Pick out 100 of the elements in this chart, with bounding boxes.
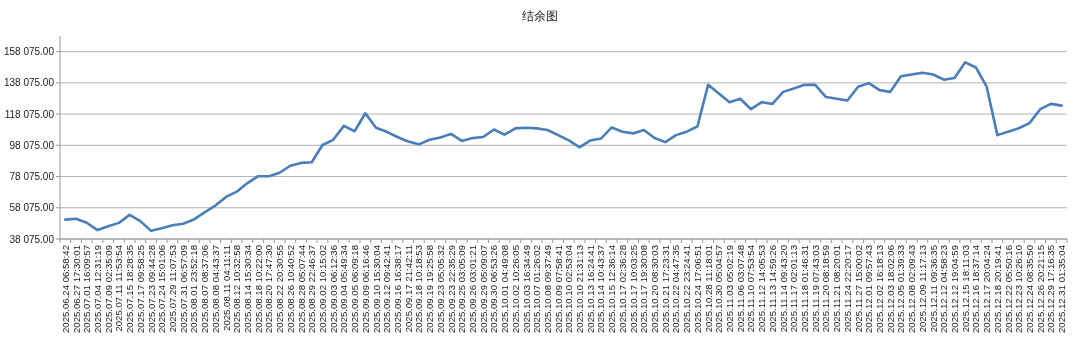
x-tick-label: 2025.08.22 20:30:55 bbox=[274, 245, 286, 334]
x-tick-label: 2025.09.17 21:42:11 bbox=[402, 245, 414, 333]
x-tick-label: 2025.09.30 06:53:26 bbox=[488, 245, 500, 334]
y-tick-label: 98 075.00 bbox=[9, 139, 55, 151]
x-tick-label: 2025.10.15 12:36:14 bbox=[606, 244, 618, 334]
x-tick-label: 2025.12.08 02:09:43 bbox=[906, 245, 918, 334]
x-tick-label: 2025.09.09 06:16:46 bbox=[359, 245, 371, 334]
x-tick-label: 2025.12.18 20:19:41 bbox=[991, 245, 1003, 334]
x-tick-label: 2025.11.06 03:07:48 bbox=[734, 245, 746, 333]
y-tick-label: 118 075.00 bbox=[4, 108, 55, 120]
x-tick-label: 2025.07.29 11:07:53 bbox=[166, 245, 178, 333]
x-tick-label: 2025.11.10 07:53:54 bbox=[745, 244, 757, 333]
x-tick-label: 2025.09.23 05:05:32 bbox=[434, 245, 446, 334]
x-tick-label: 2025.12.24 08:35:50 bbox=[1024, 245, 1036, 334]
x-tick-label: 2025.07.31 06:57:09 bbox=[177, 245, 189, 334]
x-tick-label: 2025.10.22 23:24:41 bbox=[681, 245, 693, 334]
x-tick-label: 2025.10.09 07:58:41 bbox=[552, 245, 564, 334]
x-tick-label: 2025.11.24 22:20:17 bbox=[841, 245, 853, 333]
x-tick-label: 2025.12.12 04:58:23 bbox=[938, 245, 950, 334]
x-tick-label: 2025.12.31 01:35:04 bbox=[1056, 244, 1068, 334]
x-tick-label: 2025.11.12 14:05:53 bbox=[756, 245, 768, 333]
x-tick-label: 2025.12.12 19:04:59 bbox=[949, 245, 961, 334]
x-tick-label: 2025.11.18 01:46:31 bbox=[799, 245, 811, 333]
x-tick-label: 2025.08.28 05:07:44 bbox=[295, 244, 307, 334]
x-tick-label: 2025.12.02 16:18:13 bbox=[874, 245, 886, 334]
x-tick-label: 2025.10.10 02:53:04 bbox=[563, 244, 575, 334]
x-tick-label: 2025.10.02 10:26:05 bbox=[509, 245, 521, 334]
x-tick-label: 2025.12.15 18:11:03 bbox=[959, 245, 971, 333]
x-tick-label: 2025.08.11 04:11:11 bbox=[220, 245, 232, 331]
x-tick-label: 2025.09.26 03:01:21 bbox=[466, 245, 478, 334]
x-tick-label: 2025.10.17 19:30:08 bbox=[638, 245, 650, 334]
x-tick-label: 2025.08.29 22:46:37 bbox=[306, 245, 318, 334]
x-tick-label: 2025.10.01 04:49:08 bbox=[499, 245, 511, 334]
x-tick-label: 2025.10.03 16:34:49 bbox=[520, 245, 532, 334]
x-tick-label: 2025.07.11 11:53:54 bbox=[113, 244, 125, 332]
x-tick-label: 2025.10.13 16:24:41 bbox=[584, 245, 596, 334]
y-tick-label: 38 075.00 bbox=[9, 233, 55, 245]
x-tick-label: 2025.10.17 02:36:28 bbox=[616, 245, 628, 334]
x-tick-label: 2025.12.09 11:17:13 bbox=[916, 245, 928, 333]
x-tick-label: 2025.08.08 04:43:37 bbox=[209, 245, 221, 334]
x-tick-label: 2025.11.21 08:20:01 bbox=[831, 245, 843, 333]
x-tick-label: 2025.08.07 08:37:06 bbox=[199, 245, 211, 334]
x-tick-label: 2025.08.12 10:32:58 bbox=[231, 245, 243, 334]
x-tick-label: 2025.09.12 09:42:41 bbox=[381, 245, 393, 334]
x-tick-label: 2025.10.07 01:26:02 bbox=[531, 245, 543, 334]
x-tick-label: 2025.11.27 15:00:02 bbox=[852, 245, 864, 333]
x-tick-label: 2025.07.04 12:31:19 bbox=[91, 245, 103, 334]
y-tick-label: 158 075.00 bbox=[3, 46, 55, 58]
x-tick-label: 2025.07.17 09:58:25 bbox=[134, 245, 146, 334]
y-tick-label: 78 075.00 bbox=[9, 171, 55, 183]
x-tick-label: 2025.07.23 09:44:28 bbox=[145, 245, 157, 334]
x-tick-label: 2025.10.30 05:04:57 bbox=[713, 245, 725, 334]
x-tick-label: 2025.06.24 06:58:42 bbox=[59, 245, 71, 334]
x-tick-label: 2025.08.01 23:52:18 bbox=[188, 245, 200, 334]
x-tick-label: 2025.10.22 04:47:35 bbox=[670, 245, 682, 334]
x-tick-label: 2025.09.02 10:15:02 bbox=[316, 245, 328, 334]
x-tick-label: 2025.10.21 17:23:31 bbox=[659, 245, 671, 334]
x-tick-label: 2025.12.03 18:02:06 bbox=[884, 245, 896, 334]
x-tick-label: 2025.10.10 21:31:13 bbox=[574, 245, 586, 334]
x-tick-label: 2025.10.24 17:06:51 bbox=[691, 245, 703, 334]
x-tick-label: 2025.09.19 19:25:58 bbox=[424, 245, 436, 334]
x-tick-label: 2025.07.15 18:28:35 bbox=[124, 245, 136, 334]
x-tick-label: 2025.08.26 10:40:52 bbox=[284, 245, 296, 334]
x-tick-label: 2025.10.28 11:18:01 bbox=[702, 245, 714, 333]
x-tick-label: 2025.09.05 06:09:18 bbox=[349, 245, 361, 334]
x-tick-label: 2025.09.18 10:18:53 bbox=[413, 245, 425, 334]
x-tick-label: 2025.11.20 08:18:59 bbox=[820, 245, 832, 333]
x-tick-label: 2025.09.23 22:35:29 bbox=[445, 245, 457, 334]
x-tick-label: 2025.08.14 15:30:34 bbox=[241, 244, 253, 334]
x-tick-label: 2025.12.17 20:04:24 bbox=[981, 244, 993, 334]
x-tick-label: 2025.12.05 01:39:33 bbox=[895, 245, 907, 334]
x-tick-label: 2025.12.11 09:36:35 bbox=[927, 245, 939, 333]
chart-title: 结余图 bbox=[522, 9, 558, 23]
x-tick-label: 2025.11.19 07:43:03 bbox=[809, 245, 821, 333]
x-tick-label: 2025.07.01 16:09:57 bbox=[81, 245, 93, 334]
x-tick-label: 2025.08.18 10:22:00 bbox=[252, 245, 264, 334]
x-tick-label: 2025.09.10 15:30:04 bbox=[370, 244, 382, 334]
x-tick-label: 2025.10.17 10:03:25 bbox=[627, 245, 639, 334]
x-tick-label: 2025.12.29 17:16:35 bbox=[1045, 245, 1057, 334]
x-tick-label: 2025.12.16 18:37:14 bbox=[970, 244, 982, 334]
x-tick-label: 2025.12.01 09:57:43 bbox=[863, 245, 875, 334]
x-tick-label: 2025.11.13 14:59:26 bbox=[766, 245, 778, 333]
x-tick-label: 2025.12.26 20:21:15 bbox=[1034, 245, 1046, 334]
y-tick-label: 138 075.00 bbox=[3, 77, 55, 89]
x-tick-label: 2025.06.27 17:30:01 bbox=[70, 245, 82, 334]
x-tick-label: 2025.11.17 02:01:13 bbox=[788, 245, 800, 333]
x-tick-label: 2025.07.09 02:35:09 bbox=[102, 245, 114, 334]
x-tick-label: 2025.09.04 05:49:34 bbox=[338, 244, 350, 334]
x-tick-label: 2025.09.25 03:05:09 bbox=[456, 245, 468, 334]
x-tick-label: 2025.09.29 05:09:07 bbox=[477, 245, 489, 334]
line-series bbox=[64, 61, 1063, 233]
x-tick-label: 2025.10.14 10:43:37 bbox=[595, 245, 607, 334]
y-tick-label: 58 075.00 bbox=[9, 202, 55, 214]
x-tick-label: 2025.10.08 09:37:49 bbox=[541, 245, 553, 334]
x-tick-label: 2025.12.23 10:26:10 bbox=[1013, 245, 1025, 334]
x-tick-label: 2025.11.03 05:02:19 bbox=[724, 245, 736, 333]
x-tick-label: 2025.11.14 09:43:20 bbox=[777, 245, 789, 333]
x-tick-label: 2025.12.22 05:50:16 bbox=[1002, 245, 1014, 334]
x-tick-label: 2025.09.16 16:38:17 bbox=[391, 245, 403, 334]
x-tick-label: 2025.07.24 15:01:06 bbox=[156, 245, 168, 334]
